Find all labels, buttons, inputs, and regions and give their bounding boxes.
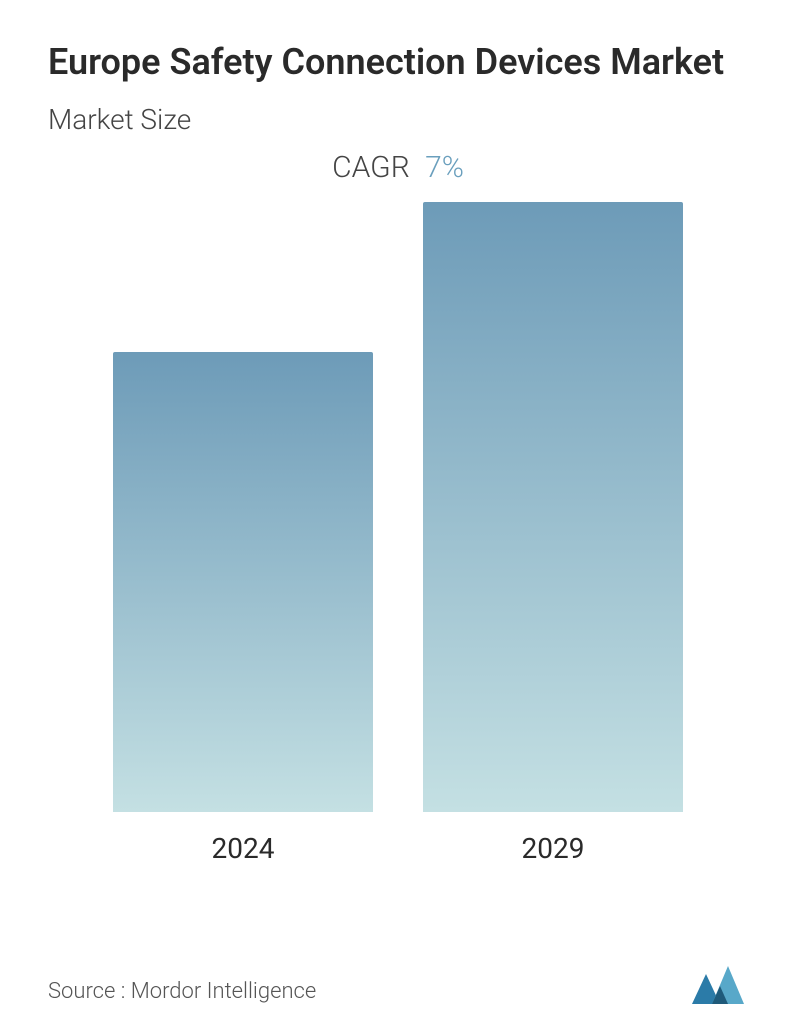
cagr-row: CAGR 7% <box>48 150 748 185</box>
mordor-logo-icon <box>692 962 748 1004</box>
chart-footer: Source : Mordor Intelligence <box>48 962 748 1004</box>
bar-chart: 2024 2029 <box>48 225 748 865</box>
bar-label: 2029 <box>522 832 585 865</box>
bar-group: 2024 <box>113 352 373 865</box>
bar <box>423 202 683 812</box>
bar-label: 2024 <box>212 832 275 865</box>
bar <box>113 352 373 812</box>
cagr-value: 7% <box>425 150 464 185</box>
bar-group: 2029 <box>423 202 683 865</box>
chart-title: Europe Safety Connection Devices Market <box>48 40 748 85</box>
chart-subtitle: Market Size <box>48 103 748 136</box>
source-text: Source : Mordor Intelligence <box>48 979 316 1004</box>
cagr-label: CAGR <box>332 150 410 185</box>
